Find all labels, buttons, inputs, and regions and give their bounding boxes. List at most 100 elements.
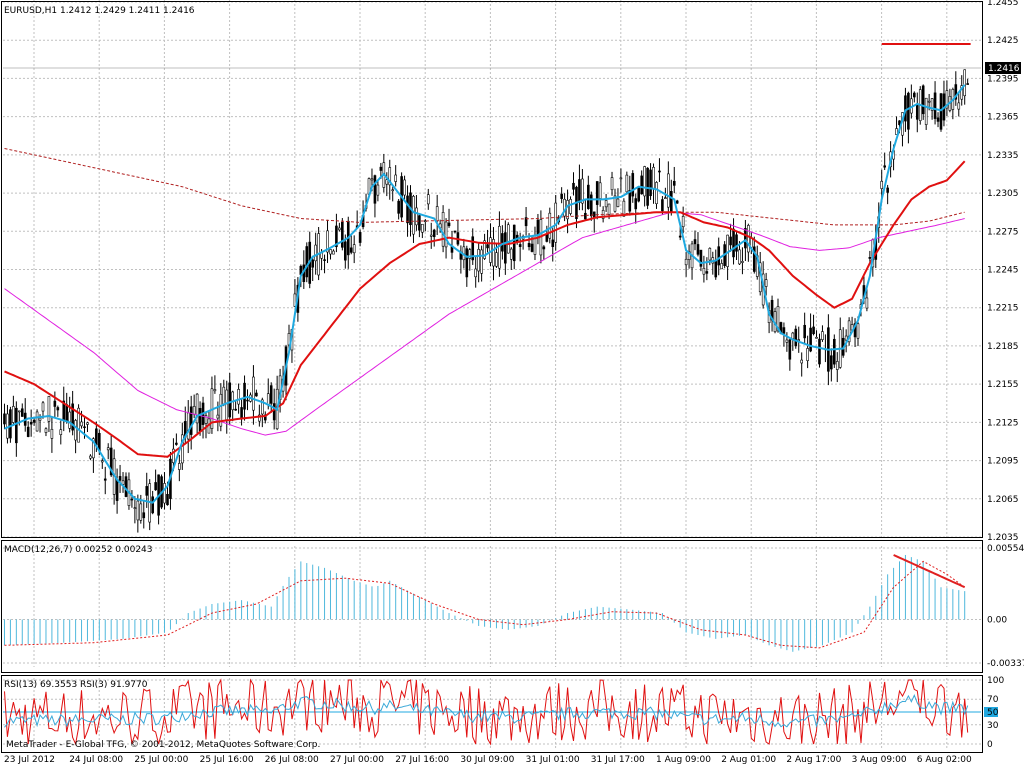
candle-body bbox=[391, 189, 395, 192]
candle-body bbox=[809, 327, 812, 352]
candle-body bbox=[255, 392, 258, 397]
y-tick-label: 1.2035 bbox=[987, 533, 1019, 543]
candle-body bbox=[652, 166, 655, 190]
candle-body bbox=[287, 333, 291, 346]
candle-body bbox=[913, 92, 916, 98]
candle-body bbox=[880, 180, 884, 189]
candle-body bbox=[640, 175, 643, 195]
candle-body bbox=[643, 166, 646, 197]
mid-moving-average bbox=[4, 160, 966, 458]
candle-body bbox=[921, 85, 925, 115]
y-tick-label: 1.2365 bbox=[987, 113, 1019, 123]
candle-body bbox=[35, 411, 39, 432]
candle-body bbox=[572, 182, 575, 190]
candle-body bbox=[658, 170, 661, 173]
candle-body bbox=[106, 447, 110, 451]
candle-body bbox=[578, 179, 581, 203]
candle-body bbox=[373, 175, 377, 204]
macd-signal-line bbox=[4, 560, 965, 649]
candle-body bbox=[939, 93, 943, 130]
candle-body bbox=[480, 249, 483, 274]
candle-body bbox=[966, 83, 969, 85]
candle-body bbox=[631, 173, 635, 197]
candle-body bbox=[444, 221, 448, 248]
candle-body bbox=[536, 219, 540, 235]
candle-body bbox=[714, 259, 718, 278]
candle-body bbox=[782, 327, 786, 334]
candle-body bbox=[693, 239, 697, 245]
candle-body bbox=[370, 178, 374, 181]
candle-body bbox=[89, 455, 92, 459]
candle-body bbox=[856, 323, 860, 339]
y-tick-label: 1.2065 bbox=[987, 495, 1019, 505]
candle-body bbox=[26, 426, 30, 437]
candle-body bbox=[764, 279, 768, 287]
candle-body bbox=[38, 417, 42, 421]
candle-body bbox=[293, 293, 297, 307]
candle-body bbox=[835, 361, 839, 370]
candle-body bbox=[415, 207, 418, 226]
candle-body bbox=[797, 339, 801, 341]
candle-body bbox=[904, 95, 907, 122]
candle-body bbox=[9, 409, 12, 439]
candle-body bbox=[883, 165, 886, 168]
x-tick-label: 24 Jul 08:00 bbox=[69, 755, 123, 765]
candle-body bbox=[352, 244, 356, 254]
candle-body bbox=[681, 216, 685, 228]
candle-body bbox=[163, 483, 166, 504]
candle-body bbox=[945, 90, 949, 109]
candle-body bbox=[186, 412, 190, 440]
candle-body bbox=[178, 463, 181, 470]
candle-body bbox=[121, 480, 125, 485]
x-tick-label: 31 Jul 17:00 bbox=[591, 755, 645, 765]
y-tick-label: 1.2335 bbox=[987, 151, 1019, 161]
candle-body bbox=[198, 408, 202, 432]
y-tick-label: 1.2155 bbox=[987, 380, 1019, 390]
macd-y-tick-label: 0.00554 bbox=[987, 544, 1024, 554]
candle-body bbox=[708, 248, 712, 261]
candle-body bbox=[963, 69, 967, 97]
candle-body bbox=[581, 178, 584, 204]
candle-body bbox=[907, 92, 910, 130]
candle-body bbox=[335, 225, 338, 248]
y-tick-label: 1.2425 bbox=[987, 36, 1019, 46]
candle-body bbox=[6, 413, 9, 439]
candle-body bbox=[237, 389, 240, 405]
candle-body bbox=[637, 186, 641, 202]
candle-body bbox=[100, 460, 104, 463]
candle-body bbox=[628, 190, 632, 212]
candle-body bbox=[329, 249, 332, 255]
candle-body bbox=[406, 195, 409, 224]
candle-body bbox=[86, 422, 89, 425]
rsi13-line bbox=[4, 694, 969, 729]
fast-moving-average bbox=[4, 84, 966, 504]
rsi3-line bbox=[4, 678, 969, 746]
x-tick-label: 26 Jul 08:00 bbox=[265, 755, 319, 765]
candle-body bbox=[788, 339, 792, 360]
x-tick-label: 25 Jul 16:00 bbox=[200, 755, 254, 765]
macd-title: MACD(12,26,7) 0.00252 0.00243 bbox=[4, 545, 153, 555]
candle-body bbox=[234, 408, 237, 411]
candle-body bbox=[895, 128, 898, 135]
candle-body bbox=[604, 200, 608, 208]
candle-body bbox=[527, 243, 531, 248]
candle-body bbox=[403, 179, 406, 196]
candle-body bbox=[115, 479, 119, 501]
candle-body bbox=[483, 240, 486, 259]
candle-body bbox=[189, 406, 193, 435]
candle-body bbox=[435, 206, 439, 222]
candle-body bbox=[376, 184, 380, 196]
candle-body bbox=[655, 182, 658, 205]
candle-body bbox=[613, 195, 617, 212]
candle-body bbox=[429, 234, 433, 237]
y-tick-label: 1.2125 bbox=[987, 418, 1019, 428]
candle-body bbox=[672, 180, 676, 186]
rsi-y-tick-label: 0 bbox=[987, 740, 993, 750]
candle-body bbox=[326, 230, 329, 253]
candle-body bbox=[332, 250, 335, 255]
candle-body bbox=[192, 406, 196, 415]
candle-body bbox=[32, 419, 36, 423]
candle-body bbox=[68, 411, 71, 429]
x-tick-label: 30 Jul 09:00 bbox=[460, 755, 514, 765]
candle-body bbox=[53, 400, 57, 407]
